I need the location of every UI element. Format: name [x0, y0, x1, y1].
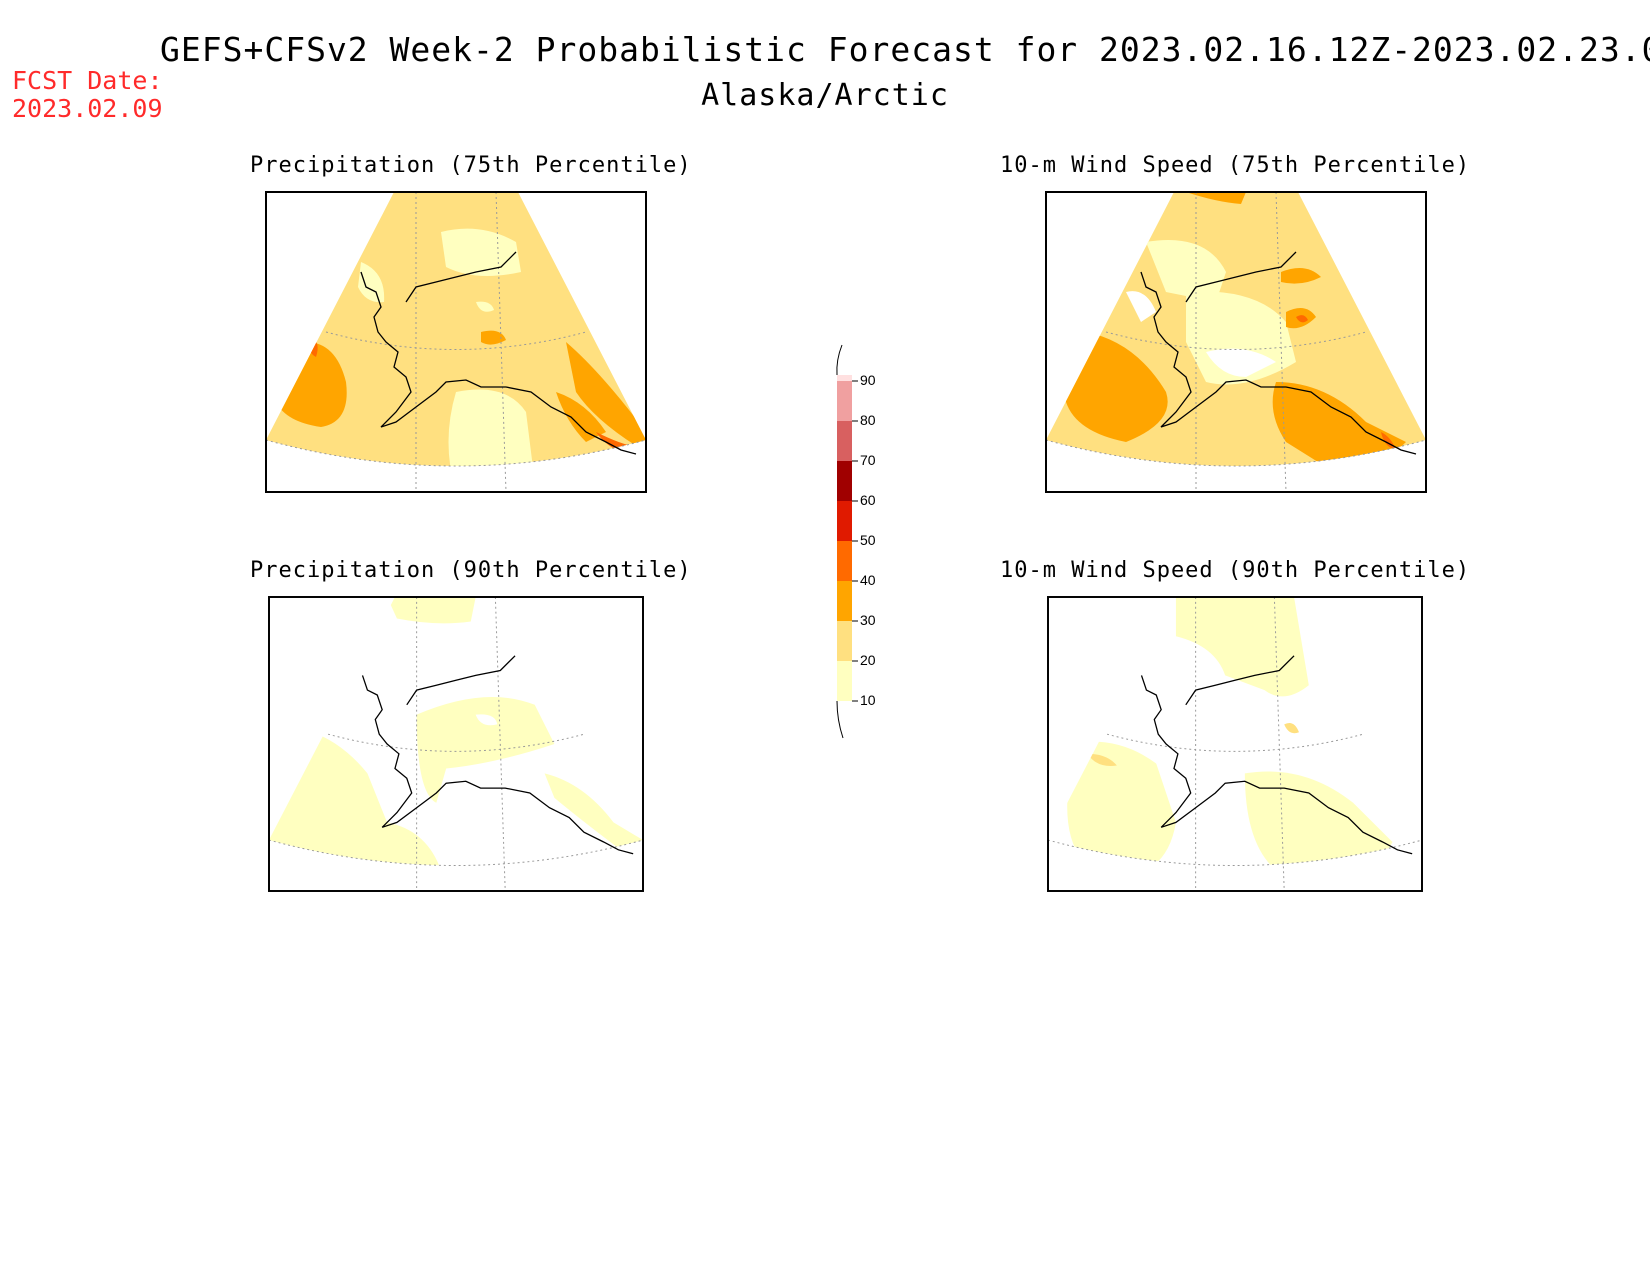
prob-region-40: [1296, 315, 1308, 323]
colorbar-label: 10: [860, 692, 876, 708]
graticule: [1047, 596, 1423, 892]
coastline: [360, 251, 637, 455]
panel-title-precip90: Precipitation (90th Percentile): [250, 558, 692, 583]
graticule: [268, 596, 644, 892]
colorbar-swatch-band-80: [837, 381, 852, 421]
map-wind90: [1047, 596, 1423, 892]
colorbar-swatch-band-30: [837, 581, 852, 621]
prob-region-10: [1067, 741, 1176, 866]
map-wind75: [1045, 191, 1427, 493]
coastline: [1140, 251, 1417, 455]
colorbar-label: 40: [860, 572, 876, 588]
prob-region-30: [1186, 192, 1246, 204]
colorbar-label: 90: [860, 372, 876, 388]
prob-region-10: [387, 597, 476, 624]
prob-region-40: [1084, 331, 1096, 343]
prob-region-30: [1063, 332, 1168, 442]
prob-region-30: [481, 330, 506, 345]
panel-title-precip75: Precipitation (75th Percentile): [250, 153, 692, 178]
prob-region-10: [441, 228, 521, 276]
fcst-date-label: FCST Date:: [12, 66, 163, 95]
colorbar-swatch-band-50: [837, 501, 852, 541]
prob-region-10: [544, 773, 643, 852]
prob-region-20: [1284, 723, 1299, 734]
prob-region-10: [448, 389, 536, 466]
graticule: [1045, 191, 1427, 493]
prob-region-10: [269, 724, 447, 866]
colorbar-swatch-band-20: [837, 621, 852, 661]
colorbar-swatch-band-70: [837, 421, 852, 461]
colorbar-label: 20: [860, 652, 876, 668]
colorbar-label: 30: [860, 612, 876, 628]
prob-region-0: [1126, 291, 1156, 322]
panel-title-wind75: 10-m Wind Speed (75th Percentile): [1000, 153, 1471, 178]
colorbar-swatch-band-60: [837, 461, 852, 501]
prob-region-10: [1146, 240, 1226, 302]
prob-region-10: [358, 262, 385, 303]
colorbar-label: 50: [860, 532, 876, 548]
prob-region-30: [1272, 382, 1406, 466]
panel-title-wind90: 10-m Wind Speed (90th Percentile): [1000, 558, 1471, 583]
fcst-date-value: 2023.02.09: [12, 94, 163, 123]
prob-region-30: [1281, 268, 1321, 284]
colorbar-label: 60: [860, 492, 876, 508]
graticule: [265, 191, 647, 493]
map-frame: [268, 596, 644, 892]
map-precip75: [265, 191, 647, 493]
map-frame: [265, 191, 647, 493]
prob-region-10: [416, 696, 555, 803]
coastline: [361, 655, 634, 855]
region-subtitle: Alaska/Arctic: [701, 78, 949, 113]
map-frame: [1047, 596, 1423, 892]
coastline: [1140, 655, 1413, 855]
map-frame: [1045, 191, 1427, 493]
prob-region-0: [475, 714, 498, 726]
colorbar-swatch-band-10: [837, 661, 852, 701]
colorbar: 90 80 70 60 50 40 30 20 10: [836, 344, 876, 739]
prob-region-0: [1206, 348, 1276, 377]
prob-region-10: [476, 301, 494, 312]
colorbar-swatch-band-40: [837, 541, 852, 581]
colorbar-label: 70: [860, 452, 876, 468]
prob-region-20: [1087, 753, 1117, 767]
prob-region-30: [566, 342, 646, 452]
colorbar-label: 80: [860, 412, 876, 428]
map-precip90: [268, 596, 644, 892]
prob-region-10: [1244, 771, 1393, 866]
main-title: GEFS+CFSv2 Week-2 Probabilistic Forecast…: [160, 30, 1650, 69]
prob-region-30: [556, 392, 606, 442]
